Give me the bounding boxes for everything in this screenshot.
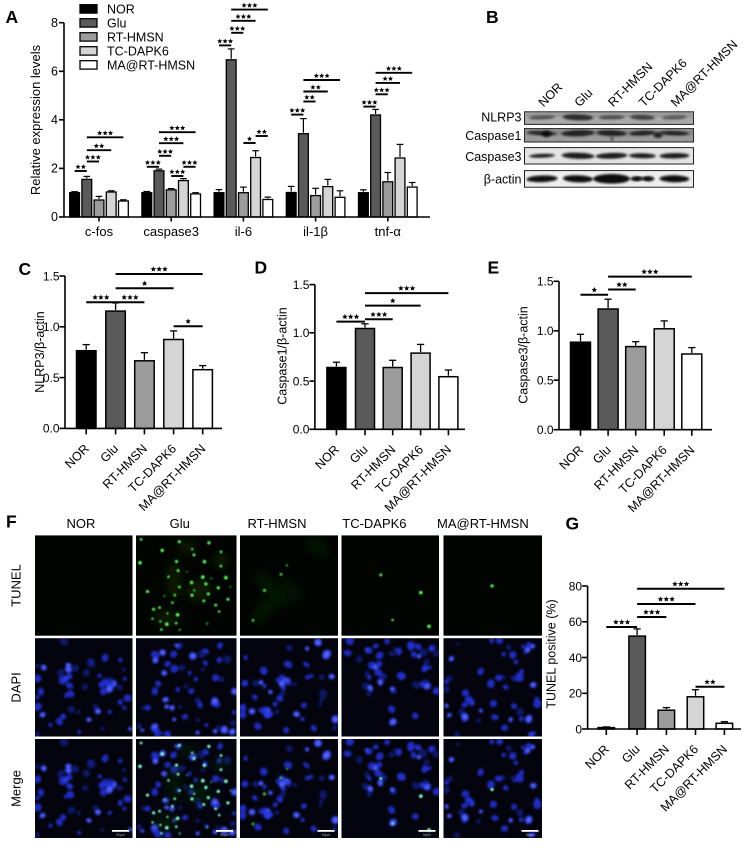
svg-text:DAPI: DAPI [9, 672, 24, 702]
svg-text:80: 80 [569, 579, 583, 593]
svg-text:tnf-α: tnf-α [375, 224, 402, 239]
svg-text:60: 60 [569, 615, 583, 629]
svg-text:6: 6 [51, 65, 58, 79]
svg-text:Caspase1/β-actin: Caspase1/β-actin [276, 307, 290, 405]
svg-text:1.0: 1.0 [537, 324, 554, 338]
svg-text:Caspase3: Caspase3 [465, 150, 521, 164]
svg-text:40: 40 [569, 651, 583, 665]
svg-text:NLRP3: NLRP3 [481, 111, 521, 125]
svg-text:caspase3: caspase3 [143, 224, 199, 239]
svg-text:TC-DAPK6: TC-DAPK6 [107, 44, 169, 58]
svg-text:50μm: 50μm [526, 833, 534, 837]
svg-text:0.5: 0.5 [537, 374, 554, 388]
svg-text:2: 2 [51, 162, 58, 176]
svg-text:B: B [486, 7, 499, 27]
svg-text:G: G [566, 514, 580, 534]
svg-text:8: 8 [51, 16, 58, 30]
svg-text:il-6: il-6 [235, 224, 252, 239]
svg-text:F: F [6, 512, 17, 532]
svg-text:TUNEL positive (%): TUNEL positive (%) [545, 599, 559, 708]
svg-text:0: 0 [51, 210, 58, 224]
svg-text:0.5: 0.5 [43, 371, 60, 385]
svg-text:50μm: 50μm [423, 833, 431, 837]
svg-text:50μm: 50μm [116, 833, 124, 837]
svg-text:1.5: 1.5 [43, 269, 60, 283]
svg-text:MA@RT-HMSN: MA@RT-HMSN [107, 58, 195, 72]
svg-text:50μm: 50μm [220, 833, 228, 837]
svg-text:D: D [255, 258, 268, 278]
svg-text:4: 4 [51, 113, 58, 127]
svg-text:Glu: Glu [170, 516, 190, 531]
svg-text:Caspase3/β-actin: Caspase3/β-actin [517, 306, 531, 404]
svg-text:Merge: Merge [9, 770, 24, 807]
svg-text:NLRP3/β-actin: NLRP3/β-actin [33, 311, 47, 393]
svg-text:TC-DAPK6: TC-DAPK6 [342, 516, 406, 531]
svg-text:RT-HMSN: RT-HMSN [107, 30, 164, 44]
svg-text:1.0: 1.0 [43, 320, 60, 334]
svg-text:β-actin: β-actin [484, 173, 522, 187]
svg-text:C: C [19, 259, 32, 279]
svg-text:E: E [488, 258, 500, 278]
svg-text:0.0: 0.0 [43, 422, 60, 436]
svg-text:Relative expression levels: Relative expression levels [28, 44, 43, 195]
svg-text:TUNEL: TUNEL [9, 564, 24, 607]
svg-text:1.5: 1.5 [293, 278, 310, 292]
svg-text:MA@RT-HMSN: MA@RT-HMSN [437, 516, 529, 531]
svg-text:20: 20 [569, 687, 583, 701]
svg-text:0.5: 0.5 [293, 374, 310, 388]
svg-text:c-fos: c-fos [85, 224, 114, 239]
svg-text:Caspase1: Caspase1 [465, 129, 521, 143]
svg-text:0.0: 0.0 [293, 423, 310, 437]
svg-text:1.0: 1.0 [293, 326, 310, 340]
svg-text:50μm: 50μm [322, 833, 330, 837]
svg-text:Glu: Glu [107, 16, 127, 30]
svg-text:NOR: NOR [107, 2, 135, 16]
svg-text:0: 0 [575, 722, 582, 736]
svg-text:1.5: 1.5 [537, 275, 554, 289]
svg-text:RT-HMSN: RT-HMSN [248, 516, 307, 531]
svg-text:NOR: NOR [66, 516, 95, 531]
svg-text:il-1β: il-1β [303, 224, 328, 239]
svg-text:A: A [6, 7, 19, 27]
svg-text:0.0: 0.0 [537, 423, 554, 437]
